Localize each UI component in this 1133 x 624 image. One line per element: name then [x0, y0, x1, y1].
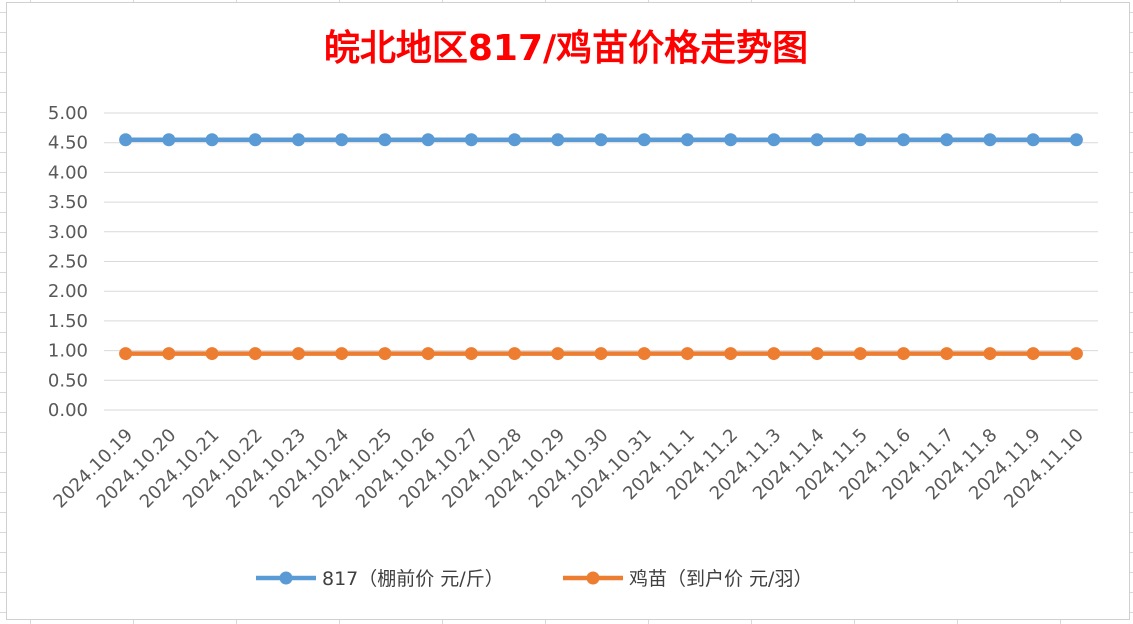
legend[interactable]: 817（棚前价 元/斤） 鸡苗（到户价 元/羽） — [256, 568, 812, 590]
data-point[interactable] — [810, 347, 824, 361]
chart-title: 皖北地区817/鸡苗价格走势图 — [324, 28, 808, 69]
data-point[interactable] — [594, 133, 608, 147]
data-point[interactable] — [594, 347, 608, 361]
data-point[interactable] — [680, 347, 694, 361]
data-point[interactable] — [940, 133, 954, 147]
data-point[interactable] — [464, 347, 478, 361]
y-tick-label: 0.00 — [48, 400, 88, 421]
legend-label: 817（棚前价 元/斤） — [322, 568, 504, 590]
data-point[interactable] — [767, 133, 781, 147]
series-2 — [119, 347, 1083, 361]
data-point[interactable] — [897, 347, 911, 361]
data-point[interactable] — [637, 133, 651, 147]
series-group — [119, 133, 1083, 361]
data-point[interactable] — [637, 347, 651, 361]
data-point[interactable] — [248, 347, 262, 361]
data-point[interactable] — [119, 347, 133, 361]
data-point[interactable] — [1026, 347, 1040, 361]
data-point[interactable] — [291, 347, 305, 361]
gridlines — [104, 112, 1098, 411]
data-point[interactable] — [378, 347, 392, 361]
data-point[interactable] — [1026, 133, 1040, 147]
data-point[interactable] — [421, 133, 435, 147]
data-point[interactable] — [853, 347, 867, 361]
data-point[interactable] — [421, 347, 435, 361]
y-tick-label: 4.00 — [48, 162, 88, 183]
data-point[interactable] — [551, 347, 565, 361]
y-tick-label: 5.00 — [48, 103, 88, 124]
data-point[interactable] — [853, 133, 867, 147]
data-point[interactable] — [248, 133, 262, 147]
data-point[interactable] — [551, 133, 565, 147]
data-point[interactable] — [335, 347, 349, 361]
data-point[interactable] — [508, 347, 522, 361]
data-point[interactable] — [724, 347, 738, 361]
data-point[interactable] — [119, 133, 133, 147]
data-point[interactable] — [335, 133, 349, 147]
legend-marker — [586, 571, 600, 585]
data-point[interactable] — [464, 133, 478, 147]
y-tick-label: 3.50 — [48, 192, 88, 213]
y-tick-label: 2.50 — [48, 252, 88, 273]
data-point[interactable] — [1069, 133, 1083, 147]
data-point[interactable] — [508, 133, 522, 147]
y-tick-label: 3.00 — [48, 222, 88, 243]
y-tick-label: 4.50 — [48, 133, 88, 154]
data-point[interactable] — [162, 347, 176, 361]
data-point[interactable] — [205, 133, 219, 147]
legend-marker — [279, 571, 293, 585]
y-tick-label: 2.00 — [48, 281, 88, 302]
data-point[interactable] — [940, 347, 954, 361]
y-axis-ticks: 0.00 0.50 1.00 1.50 2.00 2.50 3.00 3.50 4.00 4.50… — [48, 103, 88, 421]
legend-item-2[interactable]: 鸡苗（到户价 元/羽） — [563, 568, 812, 590]
data-point[interactable] — [378, 133, 392, 147]
data-point[interactable] — [205, 347, 219, 361]
data-point[interactable] — [897, 133, 911, 147]
y-tick-label: 1.00 — [48, 341, 88, 362]
data-point[interactable] — [810, 133, 824, 147]
x-axis-ticks: 2024.10.192024.10.202024.10.212024.10.22… — [49, 425, 1088, 513]
legend-label: 鸡苗（到户价 元/羽） — [629, 568, 812, 590]
data-point[interactable] — [724, 133, 738, 147]
y-tick-label: 0.50 — [48, 370, 88, 391]
data-point[interactable] — [983, 133, 997, 147]
data-point[interactable] — [983, 347, 997, 361]
chart-area[interactable] — [6, 2, 1130, 620]
data-point[interactable] — [291, 133, 305, 147]
data-point[interactable] — [680, 133, 694, 147]
legend-item-1[interactable]: 817（棚前价 元/斤） — [256, 568, 504, 590]
y-tick-label: 1.50 — [48, 311, 88, 332]
data-point[interactable] — [162, 133, 176, 147]
data-point[interactable] — [767, 347, 781, 361]
data-point[interactable] — [1069, 347, 1083, 361]
series-1 — [119, 133, 1083, 147]
